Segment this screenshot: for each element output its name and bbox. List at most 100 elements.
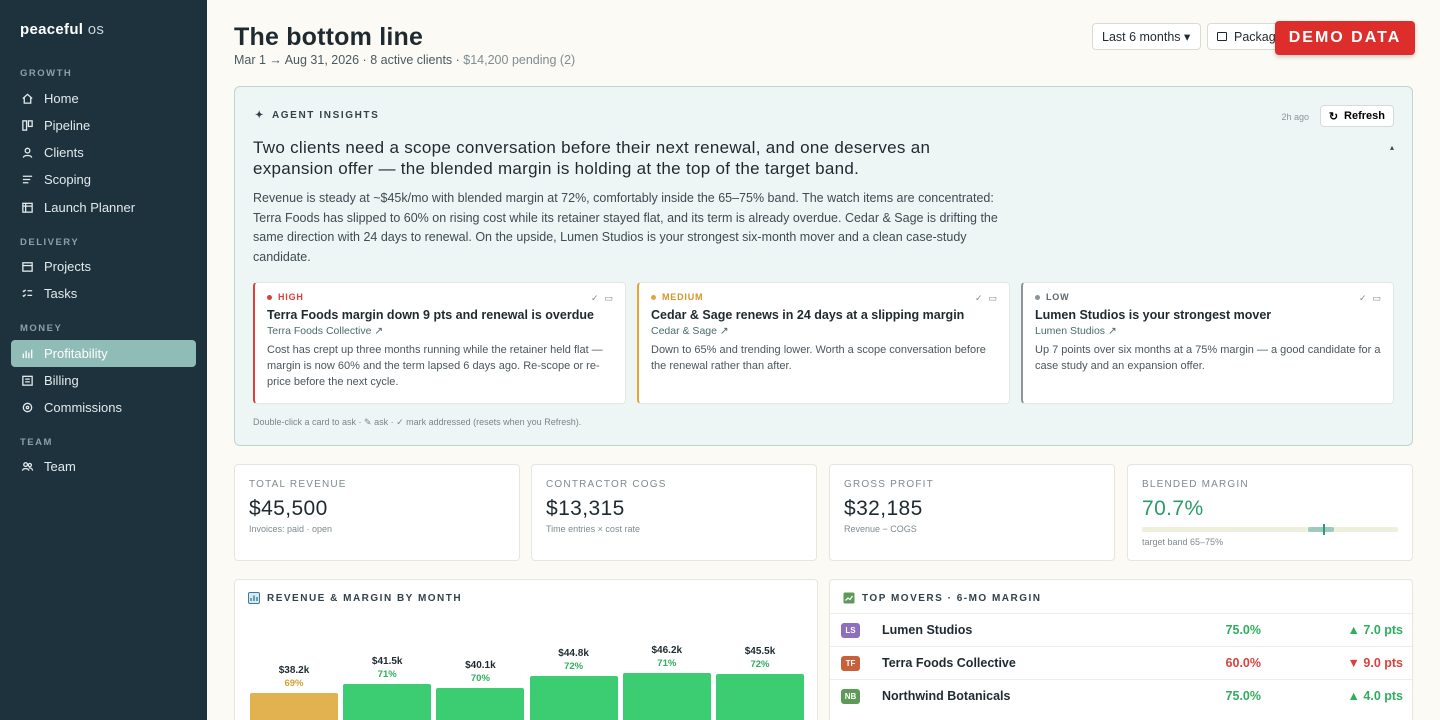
sidebar-item-label: Pipeline	[44, 118, 91, 133]
sidebar-item-profitability[interactable]: Profitability	[11, 340, 196, 367]
sidebar-item-projects[interactable]: Projects	[11, 253, 196, 280]
bar-value-label: $38.2k	[278, 664, 310, 676]
sidebar-item-label: Scoping	[44, 172, 91, 187]
tasks-icon	[21, 287, 34, 300]
card-body: Cost has crept up three months running w…	[267, 344, 603, 388]
sidebar-item-label: Home	[44, 91, 79, 106]
trend-icon	[843, 592, 855, 604]
mover-row[interactable]: LS Lumen Studios 75.0% ▲ 7.0 pts	[830, 613, 1412, 646]
brand-logo[interactable]: peaceful os	[20, 21, 104, 38]
priority-dot	[651, 294, 656, 300]
refresh-button[interactable]: ↻ Refresh	[1319, 105, 1394, 127]
card-actions: ✓ ▭	[1359, 293, 1381, 304]
sidebar-item-billing[interactable]: Billing	[11, 367, 196, 394]
sidebar-item-scoping[interactable]: Scoping	[11, 166, 196, 193]
brand-name: peaceful	[20, 21, 84, 38]
check-icon[interactable]: ✓	[1358, 293, 1367, 303]
sidebar-item-team[interactable]: Team	[11, 453, 196, 480]
insight-card-low[interactable]: LOW ✓ ▭ Lumen Studios is your strongest m…	[1021, 282, 1394, 404]
date-range-dropdown[interactable]: Last 6 months ▾	[1092, 23, 1201, 50]
revenue-bar[interactable]	[529, 676, 618, 720]
kpi-label: CONTRACTOR COGS	[546, 479, 667, 490]
bar-chart-icon	[21, 347, 34, 360]
sidebar-item-home[interactable]: Home	[11, 85, 196, 112]
card-icon	[21, 374, 34, 387]
package-label: Packag	[1234, 29, 1276, 44]
revenue-bar[interactable]	[436, 687, 525, 720]
brand-os: os	[87, 21, 105, 38]
movers-panel-title: TOP MOVERS · 6-MO MARGIN	[843, 592, 1042, 604]
kpi-gross-profit: GROSS PROFIT $32,185 Revenue − COGS	[829, 464, 1115, 561]
margin-value-marker	[1322, 524, 1325, 535]
card-body: Up 7 points over six months at a 75% mar…	[1035, 344, 1381, 372]
kpi-value: $13,315	[546, 497, 625, 520]
team-icon	[21, 460, 34, 473]
sidebar-item-label: Commissions	[44, 400, 123, 415]
insight-card-high[interactable]: HIGH ✓ ▭ Terra Foods margin down 9 pts an…	[253, 282, 626, 404]
check-icon[interactable]: ✓	[974, 293, 983, 303]
revenue-bar[interactable]	[716, 674, 804, 720]
bar-value-label: $40.1k	[465, 659, 496, 671]
sidebar-item-label: Billing	[44, 373, 79, 388]
nav-section-money: MONEY	[20, 323, 63, 334]
client-avatar: LS	[841, 622, 860, 638]
sidebar-item-label: Projects	[44, 259, 91, 274]
kpi-sub: Time entries × cost rate	[546, 524, 640, 534]
comment-icon[interactable]: ▭	[988, 293, 997, 303]
insight-card-medium[interactable]: MEDIUM ✓ ▭ Cedar & Sage renews in 24 days…	[637, 282, 1010, 404]
collapse-toggle-icon[interactable]: ▴	[1389, 143, 1394, 152]
calendar-icon	[21, 201, 34, 214]
sidebar-item-commissions[interactable]: Commissions	[11, 394, 196, 421]
sidebar-item-launch-planner[interactable]: Launch Planner	[11, 194, 196, 221]
client-avatar: TF	[841, 655, 860, 671]
chart-title-text: REVENUE & MARGIN BY MONTH	[267, 592, 463, 604]
package-icon	[1217, 32, 1227, 41]
kpi-sub: target band 65–75%	[1142, 537, 1224, 547]
kpi-value: 70.7%	[1142, 497, 1204, 520]
client-margin-delta: ▼ 9.0 pts	[1347, 656, 1403, 670]
bar-margin-label: 72%	[750, 659, 770, 671]
priority-label: HIGH	[267, 292, 613, 302]
card-client-link[interactable]: Terra Foods Collective ↗	[267, 325, 384, 337]
user-icon	[21, 146, 34, 159]
sidebar-item-clients[interactable]: Clients	[11, 139, 196, 166]
client-name: Lumen Studios	[882, 623, 973, 637]
revenue-bar-chart: $38.2k 69% $41.5k 71% $40.1k 70% $44.8k 72% $46.…	[235, 580, 817, 720]
revenue-margin-chart-panel: REVENUE & MARGIN BY MONTH $38.2k 69% $41.5…	[234, 579, 818, 720]
sidebar-item-pipeline[interactable]: Pipeline	[11, 112, 196, 139]
revenue-bar[interactable]	[622, 672, 711, 720]
comment-icon[interactable]: ▭	[1372, 293, 1381, 303]
kpi-label: BLENDED MARGIN	[1142, 479, 1249, 490]
home-icon	[21, 92, 34, 105]
kpi-value: $32,185	[844, 497, 923, 520]
mover-row[interactable]: NB Northwind Botanicals 75.0% ▲ 4.0 pts	[830, 679, 1412, 712]
check-icon[interactable]: ✓	[590, 293, 599, 303]
sidebar-item-tasks[interactable]: Tasks	[11, 280, 196, 307]
insights-label-text: AGENT INSIGHTS	[271, 110, 380, 121]
chart-panel-title: REVENUE & MARGIN BY MONTH	[248, 592, 462, 604]
subtitle-pending[interactable]: $14,200 pending (2)	[463, 53, 576, 67]
insights-footer-hint: Double-click a card to ask · ✎ ask · ✓ m…	[253, 417, 582, 427]
comment-icon[interactable]: ▭	[604, 293, 613, 303]
mover-row[interactable]: TF Terra Foods Collective 60.0% ▼ 9.0 pt…	[830, 646, 1412, 679]
insights-headline: Two clients need a scope conversation be…	[253, 138, 931, 178]
client-avatar: NB	[841, 688, 860, 704]
insights-summary: Revenue is steady at ~$45k/mo with blend…	[253, 191, 998, 264]
priority-label: LOW	[1035, 292, 1381, 302]
client-name: Terra Foods Collective	[882, 656, 1016, 670]
coin-icon	[21, 401, 34, 414]
sidebar-item-label: Clients	[44, 145, 84, 160]
sidebar-item-label: Tasks	[44, 286, 78, 301]
revenue-bar[interactable]	[343, 684, 432, 720]
card-client-link[interactable]: Cedar & Sage ↗	[651, 325, 729, 337]
agent-insights-panel: ✦ AGENT INSIGHTS 2h ago ↻ Refresh Two clie…	[234, 86, 1413, 446]
chart-icon	[248, 592, 260, 604]
card-title: Cedar & Sage renews in 24 days at a slip…	[651, 308, 965, 322]
card-client-link[interactable]: Lumen Studios ↗	[1035, 325, 1117, 337]
nav-section-team: TEAM	[20, 437, 53, 448]
priority-dot	[1035, 294, 1040, 300]
folder-icon	[21, 260, 34, 273]
sidebar-item-label: Launch Planner	[44, 200, 136, 215]
bar-value-label: $41.5k	[371, 656, 403, 668]
revenue-bar[interactable]	[250, 692, 338, 720]
